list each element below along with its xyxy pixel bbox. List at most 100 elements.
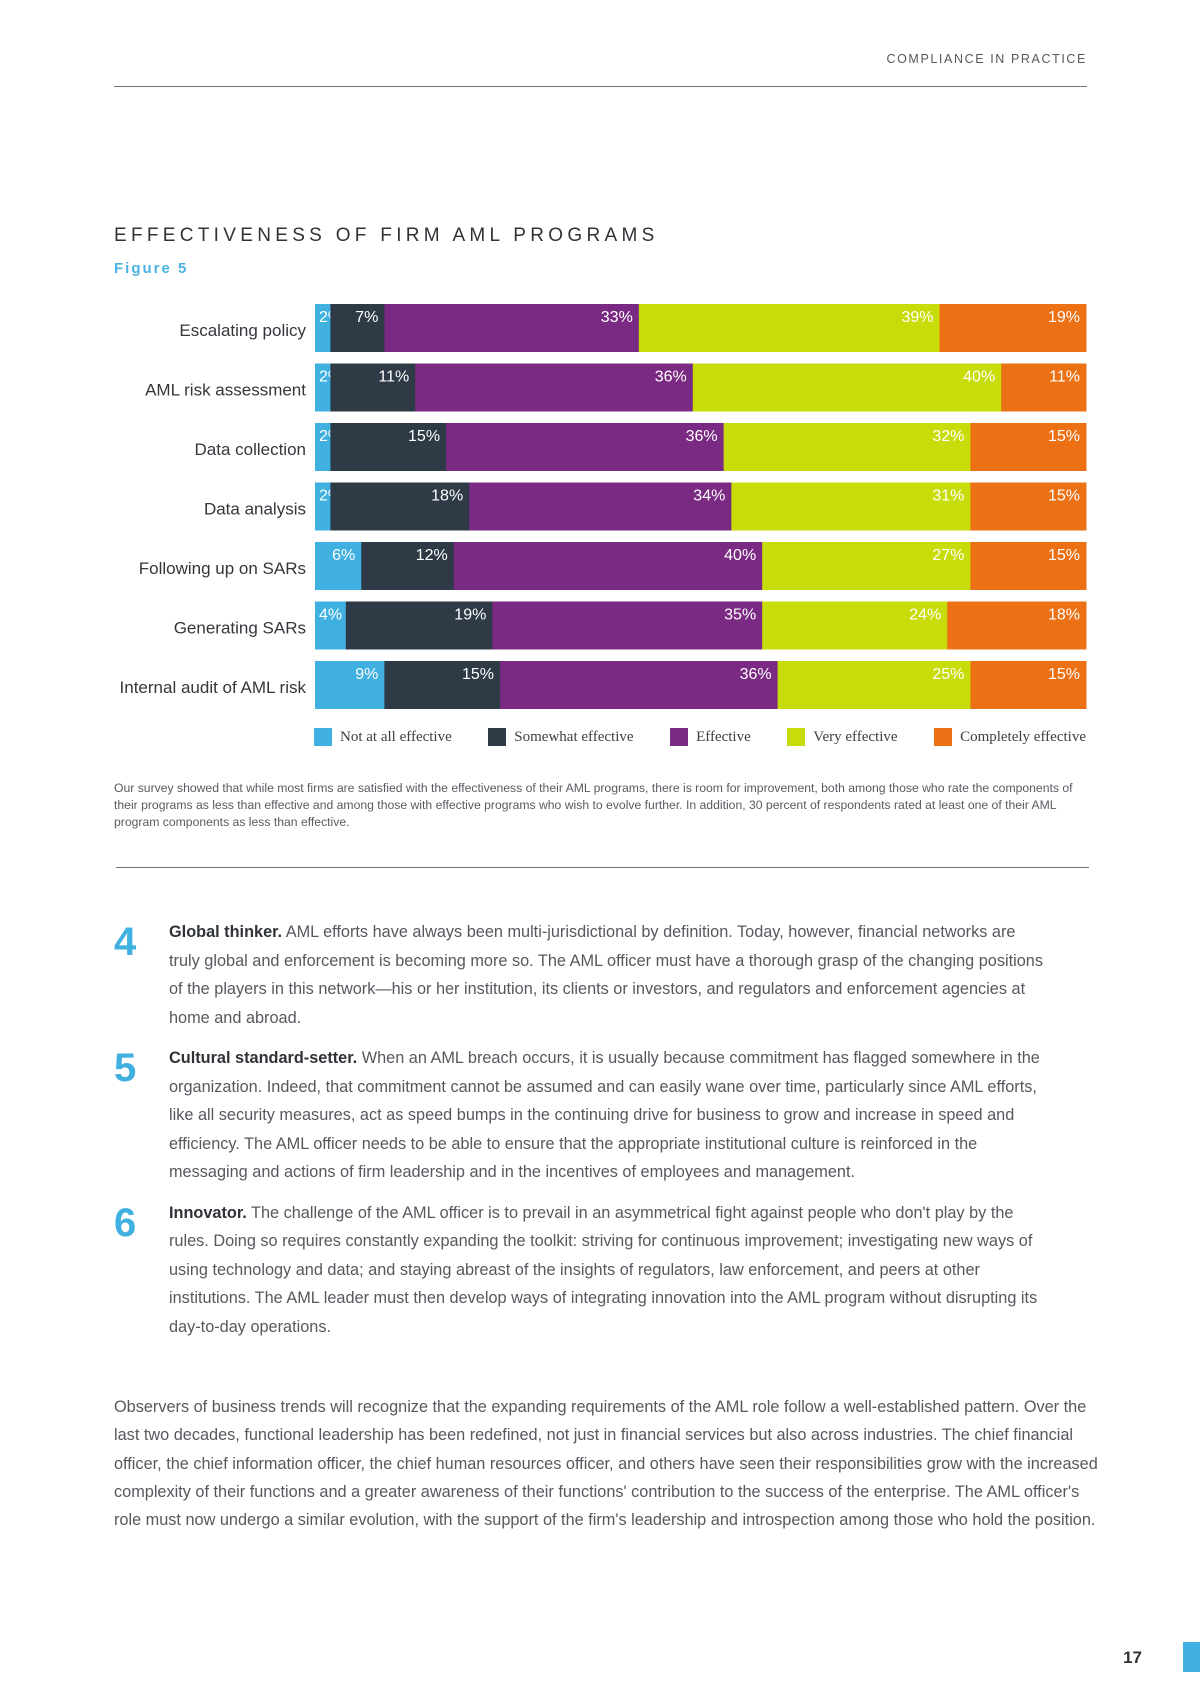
bar-segment bbox=[315, 304, 331, 352]
legend-swatch bbox=[934, 728, 953, 746]
figure-caption: Our survey showed that while most firms … bbox=[114, 781, 1073, 829]
bar-segment bbox=[453, 542, 763, 590]
bar-segment bbox=[330, 304, 385, 352]
bar-segment bbox=[970, 661, 1087, 709]
data-label: 15% bbox=[1048, 428, 1080, 445]
legend-label: Somewhat effective bbox=[514, 728, 634, 745]
figure-title: EFFECTIVENESS OF FIRM AML PROGRAMS bbox=[114, 225, 659, 246]
bar-segment bbox=[315, 482, 331, 531]
list-item: 4 Global thinker. AML efforts have alway… bbox=[114, 918, 1044, 1032]
bar-segment bbox=[315, 661, 385, 709]
bar-segment bbox=[330, 482, 470, 531]
bar-segment bbox=[384, 661, 501, 709]
bar-segment bbox=[492, 601, 763, 650]
bar-segment bbox=[939, 304, 1087, 352]
data-label: 18% bbox=[1048, 607, 1080, 624]
legend-swatch bbox=[488, 728, 507, 746]
item-number: 4 bbox=[114, 920, 137, 964]
data-label: 11% bbox=[1049, 369, 1080, 386]
item-body: The challenge of the AML officer is to p… bbox=[169, 1203, 1038, 1336]
bar-segment bbox=[384, 304, 640, 352]
chart-legend: Not at all effective Somewhat effective … bbox=[314, 728, 1086, 746]
bar-segment bbox=[315, 363, 331, 412]
item-body: AML efforts have always been multi-juris… bbox=[169, 923, 1043, 1027]
bar-segment bbox=[947, 601, 1087, 650]
list-item: 6 Innovator. The challenge of the AML of… bbox=[114, 1199, 1044, 1342]
category-label: Data analysis bbox=[204, 500, 306, 519]
bar-segment bbox=[446, 423, 725, 471]
item-number: 5 bbox=[114, 1046, 137, 1090]
bar-segment bbox=[345, 601, 493, 650]
bar-segment bbox=[315, 542, 362, 590]
item-text: Global thinker. AML efforts have always … bbox=[169, 918, 1044, 1032]
category-label: Escalating policy bbox=[179, 321, 306, 340]
legend-label: Effective bbox=[696, 728, 751, 745]
category-label: AML risk assessment bbox=[145, 381, 306, 400]
legend-item: Very effective bbox=[787, 728, 898, 746]
bar-segment bbox=[500, 661, 779, 709]
data-label: 24% bbox=[909, 607, 941, 624]
bar-segment bbox=[777, 661, 971, 709]
bar-segment bbox=[970, 542, 1087, 590]
bar-segment bbox=[361, 542, 455, 590]
data-label: 35% bbox=[724, 607, 756, 624]
data-label: 15% bbox=[462, 666, 494, 683]
item-number: 6 bbox=[114, 1200, 137, 1245]
data-label: 25% bbox=[932, 666, 964, 683]
bar-segment bbox=[970, 423, 1087, 471]
category-label: Data collection bbox=[194, 440, 306, 459]
bar-segment bbox=[638, 304, 941, 352]
item-text: Innovator. The challenge of the AML offi… bbox=[169, 1199, 1044, 1342]
bar-segment bbox=[692, 363, 1002, 412]
data-label: 15% bbox=[408, 428, 440, 445]
running-head: COMPLIANCE IN PRACTICE bbox=[886, 52, 1087, 66]
bar-segment bbox=[1001, 363, 1087, 412]
category-label: Generating SARs bbox=[174, 619, 306, 638]
header-rule bbox=[114, 86, 1087, 87]
section-rule bbox=[116, 867, 1089, 868]
data-label: 15% bbox=[1048, 666, 1080, 683]
data-label: 34% bbox=[693, 488, 725, 505]
data-label: 12% bbox=[416, 547, 448, 564]
legend-label: Not at all effective bbox=[340, 728, 452, 745]
bar-segment bbox=[469, 482, 732, 531]
page-tab-marker bbox=[1183, 1642, 1200, 1672]
legend-item: Not at all effective bbox=[314, 728, 452, 746]
bar-segment bbox=[731, 482, 971, 531]
item-lead: Cultural standard-setter. bbox=[169, 1049, 358, 1067]
data-label: 11% bbox=[378, 369, 409, 386]
data-label: 27% bbox=[932, 547, 964, 564]
category-label: Following up on SARs bbox=[139, 559, 306, 578]
data-label: 36% bbox=[655, 369, 687, 386]
data-label: 36% bbox=[686, 428, 718, 445]
legend-label: Very effective bbox=[813, 728, 898, 745]
legend-swatch bbox=[314, 728, 332, 746]
data-label: 9% bbox=[355, 666, 378, 683]
data-label: 7% bbox=[355, 309, 378, 326]
data-label: 18% bbox=[431, 488, 463, 505]
bar-segment bbox=[315, 601, 347, 650]
data-label: 19% bbox=[454, 607, 486, 624]
item-lead: Global thinker. bbox=[169, 923, 283, 941]
data-label: 36% bbox=[740, 666, 772, 683]
data-label: 15% bbox=[1048, 547, 1080, 564]
bar-segment bbox=[723, 423, 971, 471]
data-label: 31% bbox=[932, 488, 964, 505]
bar-segment bbox=[762, 601, 948, 650]
bar-segment bbox=[330, 423, 447, 471]
item-body: When an AML breach occurs, it is usually… bbox=[169, 1049, 1040, 1181]
legend-swatch bbox=[787, 728, 806, 746]
data-label: 4% bbox=[319, 607, 342, 624]
data-label: 40% bbox=[963, 369, 995, 386]
legend-swatch bbox=[670, 728, 689, 746]
data-label: 19% bbox=[1048, 309, 1080, 326]
list-item: 5 Cultural standard-setter. When an AML … bbox=[114, 1044, 1044, 1187]
bar-segment bbox=[315, 423, 331, 471]
legend-item: Somewhat effective bbox=[488, 728, 634, 746]
item-text: Cultural standard-setter. When an AML br… bbox=[169, 1044, 1044, 1187]
data-label: 40% bbox=[724, 547, 756, 564]
page-number: 17 bbox=[1123, 1648, 1142, 1667]
bar-segment bbox=[415, 363, 694, 412]
closing-paragraph: Observers of business trends will recogn… bbox=[114, 1398, 1098, 1530]
bar-segment bbox=[330, 363, 416, 412]
